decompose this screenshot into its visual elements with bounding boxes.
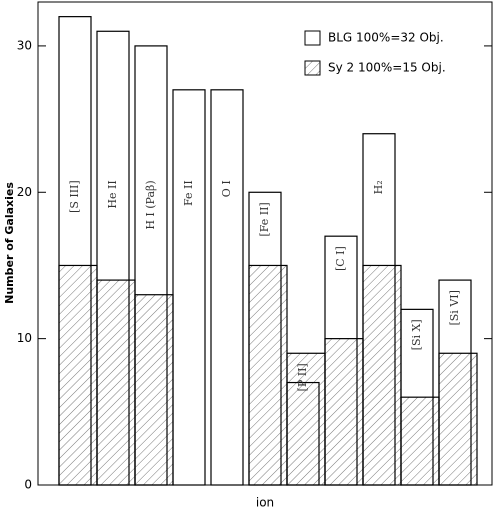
category-label: [S III] — [68, 180, 81, 213]
category-label: O I — [220, 180, 233, 197]
bar — [96, 30, 130, 486]
bar — [400, 308, 434, 486]
bar — [248, 191, 282, 486]
legend-label: BLG 100%=32 Obj. — [328, 31, 444, 45]
category-label: H₂ — [372, 180, 385, 194]
category-label: [C I] — [334, 246, 347, 271]
bar — [134, 45, 168, 486]
category-label: H I (Paβ) — [144, 180, 157, 229]
legend-swatch — [304, 60, 321, 76]
bar — [172, 89, 206, 486]
category-label: [Si VI] — [448, 290, 461, 325]
category-label: [P II] — [296, 363, 309, 391]
legend-swatch — [304, 30, 321, 46]
bar — [438, 279, 472, 486]
category-label: Fe II — [182, 180, 195, 206]
bar — [324, 235, 358, 486]
bar — [58, 16, 92, 486]
category-label: [Si X] — [410, 319, 423, 350]
y-tick-label: 10 — [17, 331, 32, 345]
y-tick-label: 20 — [17, 185, 32, 199]
bar — [362, 133, 396, 486]
y-axis-label: Number of Galaxies — [3, 182, 16, 304]
y-tick-label: 30 — [17, 38, 32, 52]
x-axis-label: ion — [256, 496, 274, 510]
category-label: [Fe II] — [258, 202, 271, 236]
legend-label: Sy 2 100%=15 Obj. — [328, 61, 446, 75]
category-label: He II — [106, 180, 119, 208]
y-tick-label: 0 — [24, 478, 32, 492]
bar — [286, 381, 320, 486]
bar — [210, 89, 244, 486]
